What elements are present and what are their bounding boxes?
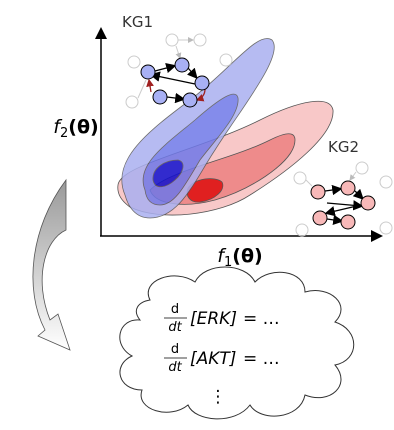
node <box>166 34 178 46</box>
curved-arrow <box>33 180 70 350</box>
denominator: dt <box>168 320 182 335</box>
edge <box>155 66 174 71</box>
edge <box>138 80 146 98</box>
node <box>126 96 138 108</box>
node <box>341 181 355 195</box>
node <box>220 54 232 66</box>
edge <box>149 80 151 92</box>
edge <box>167 97 183 99</box>
node <box>195 76 209 90</box>
node <box>296 224 308 236</box>
node <box>380 222 392 234</box>
edge <box>327 203 361 206</box>
knowledge-graph-2: KG2 <box>294 138 392 236</box>
numerator: d <box>171 342 179 357</box>
rhs: = … <box>243 349 280 369</box>
variable: [AKT] <box>190 349 236 369</box>
edge <box>176 46 180 58</box>
node <box>153 90 167 104</box>
figure: f1(θ) f2(θ) KG1 KG2 <box>0 0 394 430</box>
edge <box>327 219 341 221</box>
cloud <box>120 267 354 419</box>
rhs: = … <box>243 309 280 329</box>
node <box>311 185 325 199</box>
denominator: dt <box>168 360 182 375</box>
edge <box>350 172 356 180</box>
numerator: d <box>171 302 179 317</box>
node <box>356 162 368 174</box>
node <box>194 34 206 46</box>
label-sub: 2 <box>60 126 68 141</box>
ellipsis: ⋮ <box>210 387 227 407</box>
node <box>128 56 140 68</box>
label-arg: (θ) <box>68 116 98 138</box>
node <box>341 215 355 229</box>
y-axis-label: f2(θ) <box>53 116 98 141</box>
edge <box>306 180 312 186</box>
node <box>175 58 189 72</box>
variable: [ERK] <box>190 309 237 329</box>
node <box>361 196 375 210</box>
node <box>183 93 197 107</box>
edge <box>355 191 362 198</box>
edge <box>325 189 340 191</box>
label-arg: (θ) <box>232 245 262 267</box>
node <box>294 172 306 184</box>
node <box>380 176 392 188</box>
graph-label: KG1 <box>122 13 153 31</box>
edge <box>188 68 196 77</box>
edge <box>152 75 195 84</box>
node <box>141 65 155 79</box>
graph-label: KG2 <box>328 138 359 156</box>
node <box>313 211 327 225</box>
x-axis-label: f1(θ) <box>217 245 262 270</box>
